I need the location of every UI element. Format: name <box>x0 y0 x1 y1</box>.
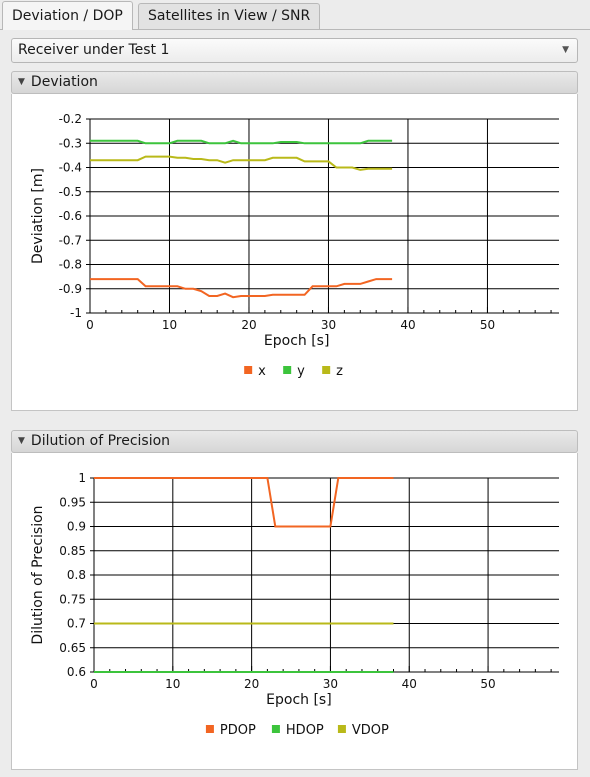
y-axis-label: Deviation [m] <box>30 168 46 264</box>
y-tick-label: -0.5 <box>59 185 82 199</box>
legend-label-z: z <box>336 364 343 379</box>
triangle-down-icon[interactable]: ▼ <box>18 436 25 446</box>
x-tick-label: 20 <box>241 318 256 332</box>
dop-section-title: Dilution of Precision <box>30 433 171 449</box>
legend-label-hdop: HDOP <box>286 723 324 738</box>
x-tick-label: 30 <box>321 318 336 332</box>
x-tick-label: 0 <box>86 318 94 332</box>
receiver-select-value: Receiver under Test 1 <box>18 42 170 58</box>
triangle-down-icon[interactable]: ▼ <box>18 77 25 87</box>
legend-swatch-pdop <box>205 725 214 733</box>
series-line-z <box>90 155 393 171</box>
x-tick-label: 40 <box>400 318 415 332</box>
chart-legend: x y z <box>244 364 343 379</box>
legend-label-pdop: PDOP <box>220 723 256 738</box>
series-line-pdop <box>94 477 394 528</box>
y-tick-label: 0.9 <box>67 520 86 534</box>
legend-swatch-x <box>244 366 253 374</box>
x-tick-label: 10 <box>162 318 177 332</box>
dop-section-header[interactable]: ▼ Dilution of Precision <box>11 430 578 453</box>
legend-label-x: x <box>258 364 266 379</box>
legend-swatch-z <box>322 366 331 374</box>
deviation-section-title: Deviation <box>30 74 98 90</box>
y-tick-label: -0.4 <box>59 161 82 175</box>
deviation-section-header[interactable]: ▼ Deviation <box>11 71 578 94</box>
x-tick-label: 10 <box>165 677 180 691</box>
legend-swatch-vdop <box>337 725 346 733</box>
x-tick-label: 50 <box>480 677 495 691</box>
chevron-down-icon[interactable]: ▼ <box>562 45 569 55</box>
x-tick-label: 0 <box>90 677 98 691</box>
y-tick-label: -0.9 <box>59 282 82 296</box>
legend-swatch-hdop <box>271 725 280 733</box>
x-tick-label: 30 <box>323 677 338 691</box>
y-axis-label: Dilution of Precision <box>30 505 46 644</box>
y-tick-label: -0.8 <box>59 258 82 272</box>
y-tick-label: 0.85 <box>59 544 86 558</box>
y-tick-label: -0.2 <box>59 112 82 126</box>
legend-label-y: y <box>297 364 305 379</box>
y-tick-label: -1 <box>70 306 82 320</box>
y-tick-label: 0.75 <box>59 592 86 606</box>
legend-label-vdop: VDOP <box>352 723 389 738</box>
tab-divider <box>0 29 590 30</box>
y-tick-label: -0.3 <box>59 136 82 150</box>
tab-satellites-snr[interactable]: Satellites in View / SNR <box>138 3 321 29</box>
chart-legend: PDOP HDOP VDOP <box>205 723 389 738</box>
series-line-x <box>90 278 393 299</box>
y-tick-label: 0.65 <box>59 641 86 655</box>
tab-bar: Deviation / DOP Satellites in View / SNR <box>0 0 590 30</box>
receiver-select[interactable]: Receiver under Test 1 ▼ <box>11 38 578 63</box>
series-line-y <box>90 139 393 145</box>
y-tick-label: 0.8 <box>67 568 86 582</box>
y-tick-label: -0.7 <box>59 233 82 247</box>
deviation-section-body: 0 10 20 30 40 50 -0.2 -0.3 -0.4 -0.5 -0.6 -0.7 -0.8 -… <box>11 94 578 411</box>
y-tick-label: 0.95 <box>59 495 86 509</box>
y-tick-label: 0.6 <box>67 665 86 679</box>
x-axis-label: Epoch [s] <box>264 333 330 349</box>
tab-deviation-dop[interactable]: Deviation / DOP <box>2 1 133 30</box>
legend-swatch-y <box>283 366 292 374</box>
y-tick-label: 0.7 <box>67 617 86 631</box>
y-tick-label: -0.6 <box>59 209 82 223</box>
deviation-chart: 0 10 20 30 40 50 -0.2 -0.3 -0.4 -0.5 -0.6 -0.7 -0.8 -… <box>30 112 559 379</box>
x-tick-label: 40 <box>402 677 417 691</box>
dop-chart: 0 10 20 30 40 50 1 0.95 0.9 0.85 0.8 0.75 0.7 0.65 0.6… <box>30 471 559 738</box>
dop-section-body: 0 10 20 30 40 50 1 0.95 0.9 0.85 0.8 0.75 0.7 0.65 0.6… <box>11 453 578 770</box>
y-tick-label: 1 <box>78 471 86 485</box>
x-axis-label: Epoch [s] <box>266 692 332 708</box>
x-tick-label: 20 <box>244 677 259 691</box>
x-tick-label: 50 <box>480 318 495 332</box>
